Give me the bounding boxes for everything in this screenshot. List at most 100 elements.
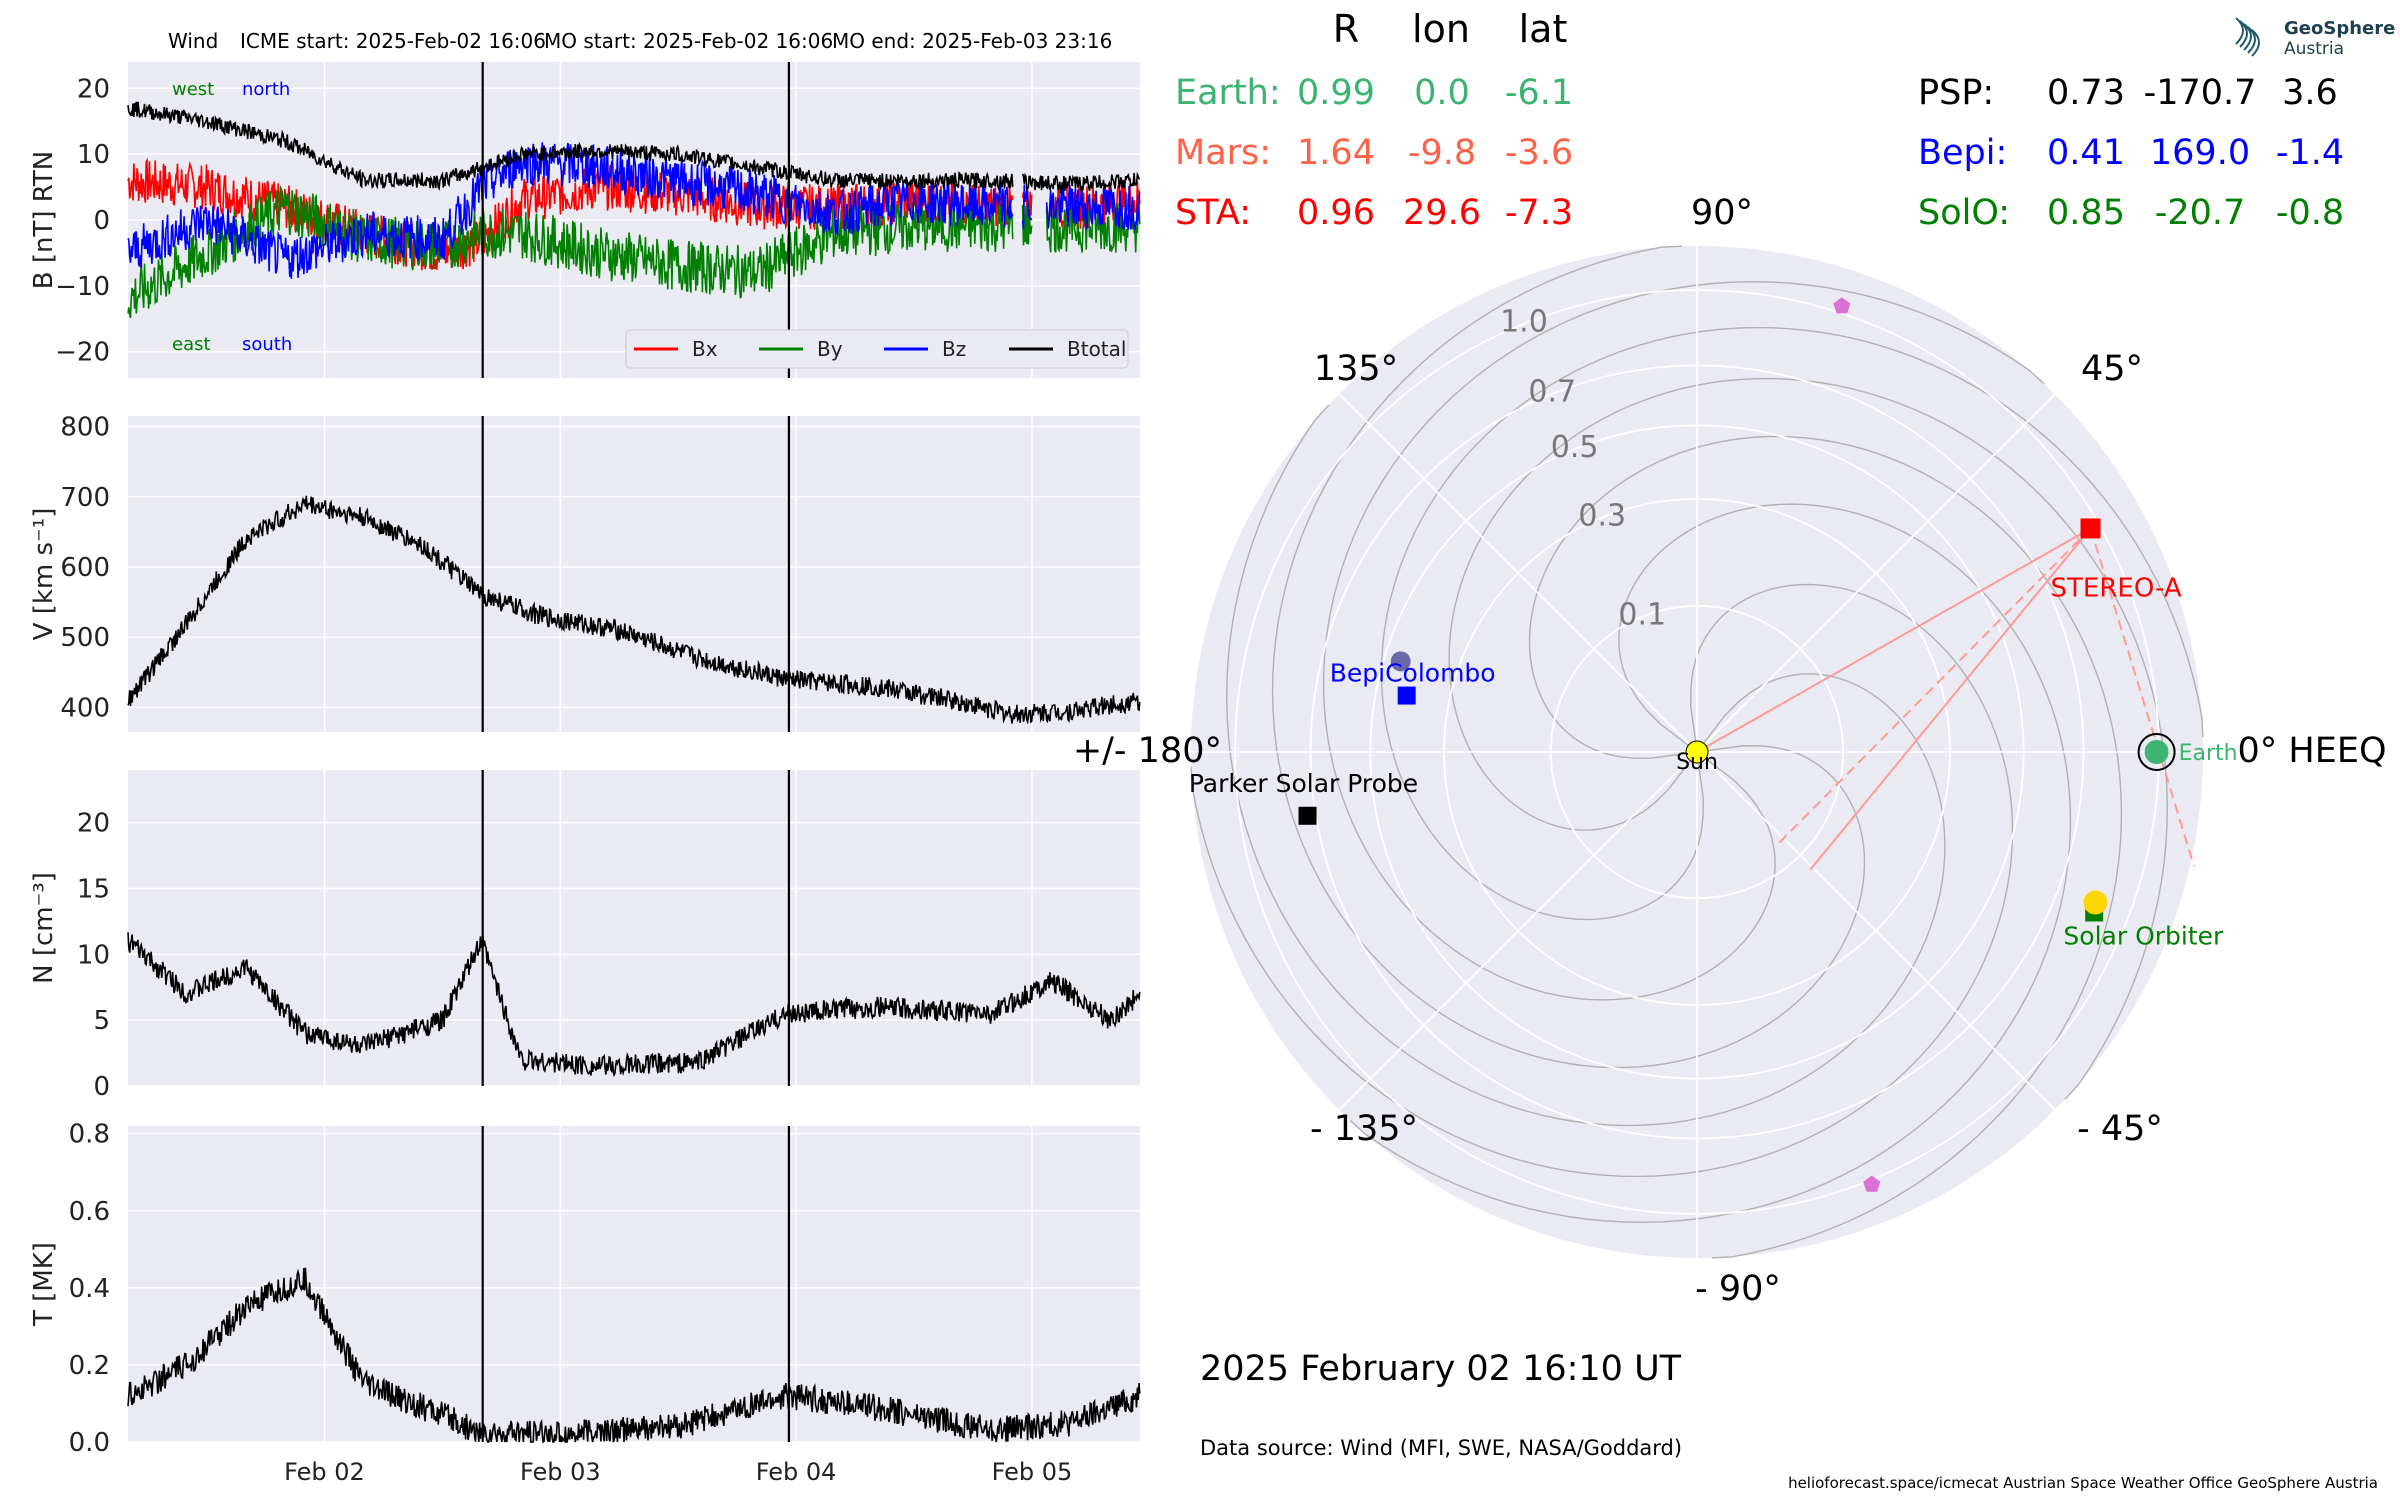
parker-spiral	[1225, 404, 1946, 1127]
y-tick-label: 400	[60, 693, 110, 723]
angle-label: 45°	[2081, 349, 2143, 389]
y-axis-label: B [nT] RTN	[29, 151, 59, 290]
table-header-lat: lat	[1519, 7, 1568, 51]
y-axis-label: T [MK]	[29, 1242, 59, 1327]
parker-spiral	[1380, 326, 2204, 921]
panel-3	[127, 770, 1141, 1087]
angle-label: - 135°	[1310, 1109, 1418, 1149]
parker-spiral	[1528, 435, 2123, 1259]
series-line-data	[127, 932, 1141, 1078]
angle-label: 0° HEEQ	[2238, 731, 2387, 771]
panel-2	[127, 416, 1141, 732]
header-mo-start: MO start: 2025-Feb-02 16:06	[544, 29, 833, 53]
legend-label: Btotal	[1067, 337, 1126, 361]
radial-tick-label: 0.7	[1528, 375, 1576, 410]
panel-4	[127, 1126, 1141, 1444]
x-tick-label: Feb 03	[520, 1458, 601, 1486]
sun-marker	[1685, 740, 1709, 764]
y-tick-label: 0.6	[69, 1197, 110, 1227]
legend-label: Bz	[942, 337, 966, 361]
table-r-value: 1.64	[1297, 133, 1375, 173]
table-label: SolO:	[1918, 193, 2010, 233]
logo-line2: Austria	[2284, 39, 2344, 59]
pentagon-marker	[1833, 297, 1851, 314]
angle-label: 90°	[1691, 193, 1753, 233]
stereo-a-marker	[2080, 518, 2101, 539]
table-r-value: 0.96	[1297, 193, 1375, 233]
y-axis-label: N [cm⁻³]	[29, 872, 59, 984]
body-label-sun: Sun	[1676, 750, 1718, 775]
table-r-value: 0.73	[2047, 73, 2125, 113]
psp-marker	[1298, 806, 1317, 825]
earth-marker	[2144, 740, 2169, 764]
table-r-value: 0.85	[2047, 193, 2125, 233]
sta-line	[1775, 527, 2092, 847]
angle-label: - 45°	[2077, 1109, 2163, 1149]
angular-grid-line	[1338, 393, 1698, 753]
x-tick-label: Feb 02	[284, 1458, 365, 1486]
table-lon-value: 29.6	[1403, 193, 1481, 233]
y-tick-label: 20	[77, 809, 110, 839]
legend	[625, 329, 1129, 369]
y-axis-label: V [km s⁻¹]	[29, 508, 59, 641]
header-mo-end: MO end: 2025-Feb-03 23:16	[832, 29, 1112, 53]
y-tick-label: 0.4	[69, 1274, 110, 1304]
table-lon-value: 0.0	[1414, 73, 1470, 113]
body-label-stereo-a: STEREO-A	[2051, 573, 2182, 603]
polar-plot	[1190, 245, 2204, 1259]
panel-background	[128, 1126, 1140, 1442]
panel-background	[128, 770, 1140, 1086]
header-icme-start: ICME start: 2025-Feb-02 16:06	[240, 29, 546, 53]
parker-spiral	[1448, 377, 2169, 1100]
y-tick-label: 0.8	[69, 1120, 110, 1150]
y-tick-label: −20	[55, 338, 110, 368]
table-lat-value: -7.3	[1505, 193, 1573, 233]
credits: helioforecast.space/icmecat Austrian Spa…	[1788, 1474, 2378, 1492]
bepicolombo-marker	[1397, 686, 1416, 705]
series-line-btotal	[127, 101, 1141, 194]
annotation-west: west	[172, 79, 214, 100]
table-lat-value: -6.1	[1505, 73, 1573, 113]
earth-ring	[2137, 733, 2176, 771]
logo-mark	[2239, 20, 2248, 48]
logo-mark	[2247, 26, 2256, 54]
parker-spiral	[1349, 503, 2072, 1224]
annotation-east: east	[172, 334, 211, 355]
table-lon-value: -9.8	[1408, 133, 1476, 173]
y-tick-label: −10	[55, 272, 110, 302]
angular-grid-line	[1696, 751, 2056, 1111]
radial-tick-label: 1.0	[1500, 305, 1548, 340]
angle-label: - 90°	[1695, 1269, 1781, 1309]
sta-line	[1809, 527, 2092, 871]
annotation-north: north	[242, 79, 290, 100]
table-label: Bepi:	[1918, 133, 2007, 173]
sta-line	[2089, 528, 2195, 867]
radial-tick-label: 0.3	[1578, 498, 1626, 533]
logo-line1: GeoSphere	[2284, 18, 2395, 39]
annotation-south: south	[242, 334, 292, 355]
y-tick-label: 500	[60, 623, 110, 653]
x-tick-label: Feb 05	[992, 1458, 1073, 1486]
angular-grid-line	[1338, 751, 1698, 1111]
series-line-data	[127, 495, 1141, 725]
parker-spiral	[1271, 245, 1866, 1069]
bepi-circle-marker	[1390, 651, 1411, 672]
body-label-earth: Earth	[2179, 741, 2238, 766]
angular-grid-line	[1696, 393, 2056, 753]
y-tick-label: 600	[60, 553, 110, 583]
series-line-bz	[127, 142, 1141, 279]
y-tick-label: 15	[77, 875, 110, 905]
header-spacecraft: Wind	[168, 29, 218, 53]
table-lon-value: -170.7	[2144, 73, 2257, 113]
table-r-value: 0.99	[1297, 73, 1375, 113]
y-tick-label: 0.0	[69, 1428, 110, 1458]
panel-background	[128, 416, 1140, 732]
legend-box	[625, 329, 1129, 369]
angle-label: +/- 180°	[1073, 731, 1222, 771]
panel-1	[127, 62, 1141, 378]
legend-label: Bx	[692, 337, 718, 361]
table-label: Earth:	[1175, 73, 1281, 113]
parker-spiral	[1322, 280, 2045, 1001]
radial-tick-label: 0.5	[1551, 430, 1599, 465]
